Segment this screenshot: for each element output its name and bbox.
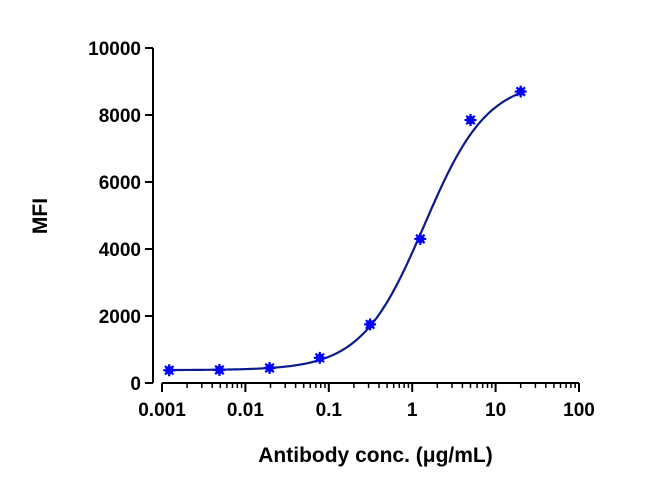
y-axis: 0 2000 4000 6000 8000 10000 xyxy=(88,39,154,395)
data-point-ray xyxy=(415,233,426,244)
y-axis-title: MFI xyxy=(29,198,52,234)
x-axis-title: Antibody conc. (μg/mL) xyxy=(258,444,493,467)
data-points xyxy=(163,85,527,377)
x-tick-label: 100 xyxy=(563,400,595,421)
x-tick-label: 10 xyxy=(485,400,506,421)
data-point xyxy=(464,114,477,127)
x-tick-label: 0.1 xyxy=(316,400,343,421)
data-point-ray xyxy=(214,364,225,375)
data-point-ray xyxy=(365,319,376,330)
x-tick-label: 0.01 xyxy=(227,400,264,421)
y-tick-label: 2000 xyxy=(99,307,141,328)
y-tick-label: 0 xyxy=(130,374,141,395)
y-tick-label: 6000 xyxy=(99,173,141,194)
data-point-ray xyxy=(264,362,275,373)
data-point xyxy=(213,363,226,376)
data-point xyxy=(514,85,527,98)
x-tick-label: 1 xyxy=(407,400,418,421)
y-tick-label: 10000 xyxy=(88,39,141,60)
y-tick-label: 4000 xyxy=(99,240,141,261)
data-point-ray xyxy=(515,86,526,97)
data-point xyxy=(263,361,276,374)
data-point-ray xyxy=(164,365,175,376)
fit-curve xyxy=(169,91,522,372)
data-point-ray xyxy=(314,352,325,363)
y-tick-label: 8000 xyxy=(99,106,141,127)
data-point xyxy=(313,351,326,364)
data-point-ray xyxy=(465,114,476,126)
data-point xyxy=(364,318,377,331)
data-point xyxy=(414,232,427,245)
x-tick-label: 0.001 xyxy=(138,400,186,421)
data-point xyxy=(163,364,176,377)
x-axis: 0.001 0.01 0.1 1 10 100 xyxy=(138,382,595,421)
